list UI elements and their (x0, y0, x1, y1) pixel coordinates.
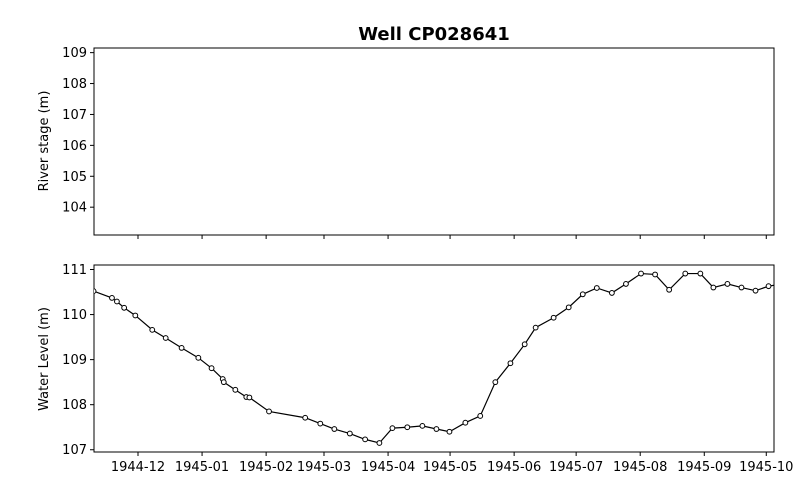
water-level-point (331, 426, 338, 432)
water-level-point (550, 314, 557, 321)
water-level-point (532, 324, 539, 331)
water-level-point (162, 335, 169, 341)
river-stage-y-tick-label: 104 (62, 201, 87, 216)
x-tick-label: 1945-05 (423, 460, 477, 475)
water-level-point (492, 379, 499, 386)
water-level-series (94, 270, 774, 446)
water-level-point (623, 281, 629, 287)
water-level-point (710, 284, 717, 291)
x-tick-label: 1945-07 (549, 460, 603, 475)
water-level-x-ticks: 1944-12 1945-01 1945-02 1945-03 1945-04 1945-… (111, 452, 793, 475)
river-stage-x-ticks (137, 235, 767, 239)
water-level-point (94, 288, 97, 295)
water-level-point (521, 341, 528, 348)
river-stage-y-tick-label: 106 (62, 139, 87, 154)
water-level-point (114, 298, 120, 305)
river-stage-y-tick-label: 107 (62, 108, 87, 123)
x-tick-label: 1945-01 (175, 460, 229, 475)
water-level-point (477, 413, 484, 419)
river-stage-y-axis-label: River stage (m) (37, 91, 52, 192)
x-tick-label: 1945-04 (361, 460, 415, 475)
water-level-point (697, 270, 704, 277)
x-tick-label: 1945-06 (487, 460, 541, 475)
chart-title: Well CP028641 (358, 24, 510, 45)
river-stage-axes-frame (93, 47, 775, 236)
water-level-point (149, 326, 156, 333)
x-tick-label: 1945-03 (297, 460, 351, 475)
river-stage-panel: 104 105 106 107 108 109 River stage (m) (37, 46, 775, 239)
water-level-point (579, 291, 586, 298)
water-level-point (232, 386, 239, 393)
x-tick-label: 1944-12 (111, 460, 165, 475)
water-level-y-tick-label: 107 (62, 443, 87, 458)
water-level-point (302, 414, 309, 421)
water-level-y-tick-label: 109 (62, 353, 87, 368)
water-level-point (433, 426, 440, 432)
water-level-point (404, 424, 411, 431)
water-level-point (195, 354, 202, 361)
water-level-point (389, 425, 396, 432)
water-level-point (317, 420, 324, 427)
water-level-point (419, 422, 426, 429)
water-level-point (608, 290, 615, 296)
water-level-point (132, 312, 139, 319)
water-level-point (266, 408, 272, 415)
water-level-point (638, 270, 644, 277)
water-level-point (462, 419, 469, 426)
water-level-point (362, 436, 369, 443)
water-level-point (752, 287, 759, 294)
water-level-y-tick-label: 111 (62, 263, 87, 278)
water-level-y-tick-label: 108 (62, 398, 87, 413)
water-level-point (246, 394, 253, 401)
water-level-point (593, 285, 600, 291)
water-level-y-tick-label: 110 (62, 308, 87, 323)
water-level-point (724, 281, 731, 287)
river-stage-y-tick-label: 105 (62, 170, 87, 185)
water-level-point (220, 379, 227, 386)
water-level-y-axis-label: Water Level (m) (37, 307, 52, 411)
water-level-point (446, 428, 453, 435)
river-stage-y-tick-label: 108 (62, 77, 87, 92)
water-level-point (109, 294, 115, 301)
water-level-point (178, 345, 185, 351)
water-level-point (208, 365, 215, 372)
x-tick-label: 1945-09 (677, 460, 731, 475)
water-level-y-ticks: 107 108 109 110 111 (62, 263, 94, 458)
water-level-point (738, 284, 745, 291)
water-level-point (565, 304, 572, 311)
water-level-point (652, 271, 658, 278)
water-level-point (376, 440, 383, 446)
water-level-point (765, 283, 772, 290)
x-tick-label: 1945-10 (739, 460, 793, 475)
water-level-point (121, 304, 128, 311)
x-tick-label: 1945-02 (239, 460, 293, 475)
water-level-axes-frame (93, 264, 775, 453)
water-level-point (346, 430, 353, 437)
x-tick-label: 1945-08 (613, 460, 667, 475)
water-level-point (682, 270, 689, 277)
water-level-point (507, 360, 514, 367)
river-stage-y-tick-label: 109 (62, 46, 87, 61)
water-level-point (666, 286, 673, 293)
river-stage-y-ticks: 104 105 106 107 108 109 (62, 46, 94, 216)
